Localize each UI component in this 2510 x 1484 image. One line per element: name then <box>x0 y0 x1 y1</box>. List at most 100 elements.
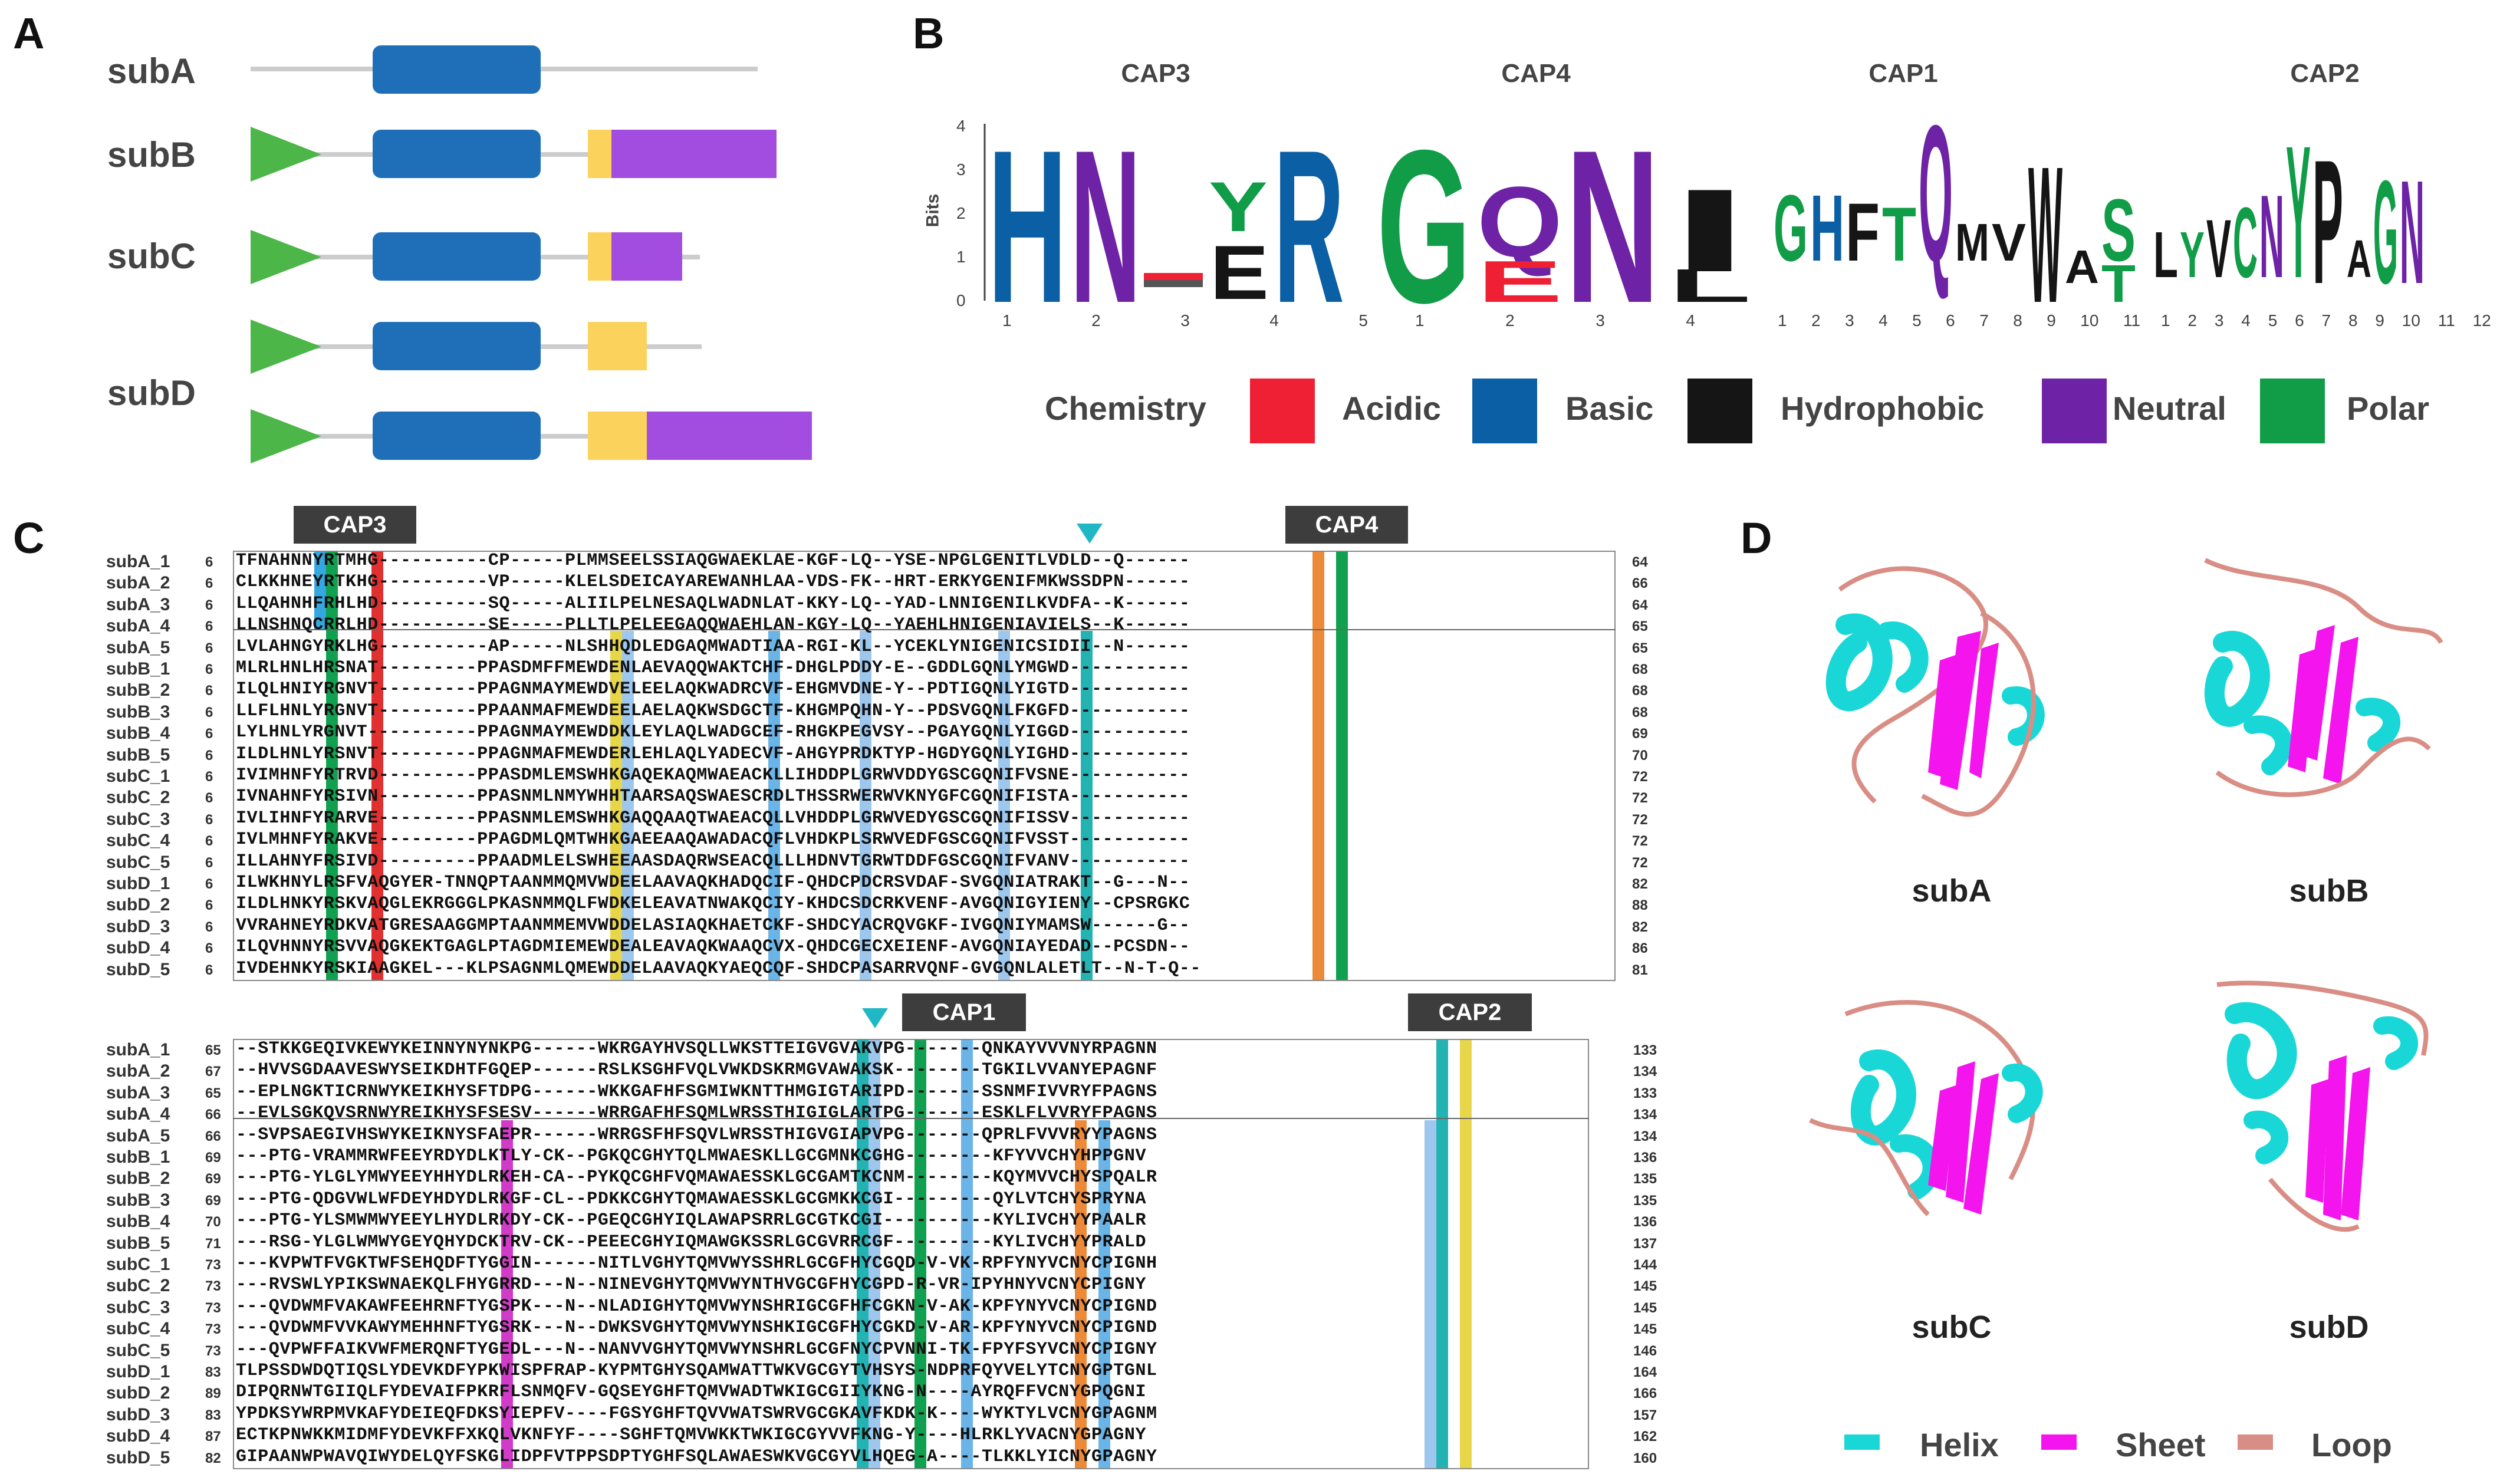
sequence-start-position: 66 <box>205 1107 221 1123</box>
y-tick: 4 <box>956 117 966 135</box>
sequence-residues: LYLHNLYRGNVT----------PPAGNMAYMEWDDKLEYL… <box>236 722 1190 743</box>
sequence-start-position: 66 <box>205 1128 221 1144</box>
x-tick: 3 <box>1596 311 1605 330</box>
sequence-start-position: 71 <box>205 1235 221 1252</box>
sequence-residues: ILWKHNYLRSFVAQGYER-TNNQPTAANMMQMVWDEELAA… <box>236 873 1190 893</box>
sequence-start-position: 69 <box>205 1150 221 1166</box>
sequence-residues: ---QVDWMFVAKAWFEEHRNFTYGSPK---N--NLADIGH… <box>236 1296 1157 1317</box>
x-tick: 5 <box>1912 311 1922 330</box>
sequence-end-position: 68 <box>1632 683 1648 699</box>
sequence-name: subC_4 <box>106 1319 170 1339</box>
legend-swatch-polar <box>2260 379 2325 443</box>
logo-mixed-column <box>1144 273 1203 280</box>
logo-letter-N: N <box>1070 106 1141 318</box>
x-tick: 7 <box>1979 311 1989 330</box>
sequence-end-position: 133 <box>1633 1085 1657 1101</box>
sequence-name: subA_2 <box>106 573 170 593</box>
legend-swatch-hydrophobic <box>1687 379 1752 443</box>
x-tick: 5 <box>2268 311 2278 330</box>
sequence-name: subC_3 <box>106 1297 170 1317</box>
sequence-start-position: 73 <box>205 1321 221 1338</box>
sequence-residues: IVIMHNFYRTRVD---------PPASDMLEMSWHKGAQEK… <box>236 765 1190 785</box>
sequence-name: subB_3 <box>106 1190 170 1210</box>
sequence-end-position: 68 <box>1632 704 1648 720</box>
sequence-start-position: 6 <box>205 704 213 720</box>
logo-letter-N: N <box>2400 150 2425 314</box>
structure-subD <box>2216 980 2429 1232</box>
logo-letter-C: C <box>2233 187 2258 299</box>
x-tick: 1 <box>1778 311 1787 330</box>
sequence-residues: CLKKHNEYRTKHG----------VP-----KLELSDEICA… <box>236 572 1190 593</box>
x-tick: 9 <box>2375 311 2384 330</box>
legend-label-hydrophobic: Hydrophobic <box>1781 390 1985 427</box>
sequence-end-position: 65 <box>1632 618 1648 635</box>
cap1-x-ticks: 1 2 3 4 5 6 7 8 9 10 11 <box>1778 311 2140 330</box>
sequence-end-position: 66 <box>1632 575 1648 592</box>
sequence-start-position: 6 <box>205 919 213 935</box>
sequence-end-position: 135 <box>1633 1171 1657 1187</box>
structure-label-subA: subA <box>1912 873 1992 909</box>
sequence-name: subD_2 <box>106 895 170 915</box>
sequence-start-position: 73 <box>205 1278 221 1295</box>
sequence-start-position: 83 <box>205 1364 221 1380</box>
sequence-end-position: 72 <box>1632 811 1648 828</box>
sequence-end-position: 64 <box>1632 554 1648 570</box>
logo-letter-Q: Q <box>1919 106 1953 302</box>
sequence-start-position: 6 <box>205 640 213 656</box>
x-tick: 4 <box>1686 311 1695 330</box>
sequence-start-position: 6 <box>205 618 213 635</box>
structure-subC <box>1809 1000 2043 1216</box>
sequence-end-position: 81 <box>1632 962 1648 978</box>
highlight-column <box>1436 1039 1448 1469</box>
sequence-residues: ---KVPWTFVGKTWFSEHQDFTYGGIN------NITLVGH… <box>236 1253 1157 1274</box>
sequence-end-position: 82 <box>1632 876 1648 892</box>
sequence-start-position: 73 <box>205 1257 221 1273</box>
sequence-name: subB_5 <box>106 1233 170 1253</box>
sequence-end-position: 134 <box>1633 1064 1657 1080</box>
sequence-start-position: 70 <box>205 1214 221 1230</box>
alignment-divider <box>233 1118 1589 1119</box>
signal-peptide <box>251 230 321 284</box>
sequence-name: subD_2 <box>106 1383 170 1403</box>
legend-swatch-acidic <box>1250 379 1315 443</box>
panel-d-letter: D <box>1741 514 1772 562</box>
linker-domain <box>588 232 611 281</box>
logo-letter-W: W <box>2028 126 2063 318</box>
highlight-column <box>869 1039 880 1469</box>
legend-swatch-neutral <box>2042 379 2107 443</box>
sequence-residues: ---PTG-QDGVWLWFDEYHDYDLRKGF-CL--PDKKCGHY… <box>236 1189 1147 1209</box>
signal-peptide <box>251 127 321 182</box>
sequence-residues: VVRAHNEYRDKVATGRESAAGGMPTAANMMEMVWDDELAS… <box>236 915 1190 936</box>
sequence-end-position: 70 <box>1632 747 1648 764</box>
sequence-start-position: 82 <box>205 1450 221 1466</box>
subA-label: subA <box>107 51 196 91</box>
sequence-start-position: 6 <box>205 662 213 677</box>
highlight-column <box>610 631 622 981</box>
sequence-name: subB_3 <box>106 702 170 722</box>
core-domain <box>373 232 541 281</box>
linker-domain <box>588 322 647 370</box>
marker-triangle <box>1077 524 1103 544</box>
x-tick: 8 <box>2013 311 2022 330</box>
logo-letter-Y: Y <box>2286 106 2311 317</box>
x-tick: 3 <box>1180 311 1190 330</box>
sequence-end-position: 134 <box>1633 1107 1657 1123</box>
sequence-residues: DIPQRNWTGIIQLFYDEVAIFPKRFLSNMQFV-GQSEYGH… <box>236 1382 1147 1403</box>
legend-swatch-loop <box>2238 1434 2273 1450</box>
highlight-column <box>768 631 780 981</box>
sequence-residues: IVLMHNFYRAKVE---------PPAGDMLQMTWHKGAEEA… <box>236 830 1190 850</box>
sequence-name: subD_4 <box>106 938 170 958</box>
structure-label-subB: subB <box>2289 873 2369 909</box>
logo-letter-P: P <box>2312 123 2343 318</box>
sequence-residues: ECTKPNWKKMIDMFYDEVKFFXKQLVKNFYF----SGHFT… <box>236 1425 1147 1446</box>
core-domain <box>373 130 541 178</box>
logo-letter-F: F <box>1846 186 1880 278</box>
logo-letter-Y: Y <box>1209 167 1268 246</box>
cap4-logo: G Q E N I L <box>1377 106 1751 318</box>
highlight-column <box>326 551 338 981</box>
highlight-column <box>1425 1120 1436 1469</box>
sequence-start-position: 6 <box>205 726 213 742</box>
y-tick: 3 <box>956 160 966 179</box>
sequence-residues: --HVVSGDAAVESWYSEIKDHTFGQEP------RSLKSGH… <box>236 1060 1157 1081</box>
logo-letter-L: L <box>1669 259 1751 312</box>
